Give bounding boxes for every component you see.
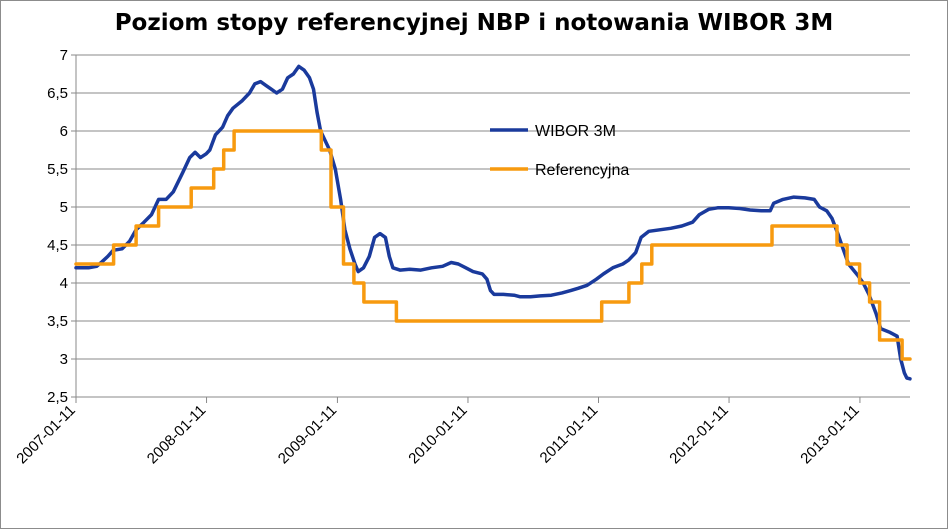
x-tick-label: 2011-01-11 [537,402,602,467]
x-tick-label: 2008-01-11 [144,402,209,467]
y-tick-label: 7 [60,47,68,64]
x-tick-label: 2012-01-11 [666,402,731,467]
legend-label: WIBOR 3M [535,123,616,140]
y-tick-label: 5,5 [47,161,68,178]
y-tick-label: 3,5 [47,313,68,330]
legend-label: Referencyjna [535,162,629,179]
series-line-wibor-3m [74,64,912,381]
y-tick-label: 3 [60,351,68,368]
y-tick-label: 2,5 [47,389,68,406]
chart-title: Poziom stopy referencyjnej NBP i notowan… [114,10,834,36]
x-tick-label: 2013-01-11 [797,402,862,467]
x-tick-label: 2010-01-11 [405,402,470,467]
x-tick-label: 2007-01-11 [13,402,78,467]
y-tick-label: 4 [60,275,68,292]
series-line-referencyjna [74,129,912,361]
y-tick-label: 4,5 [47,237,68,254]
x-tick-label: 2009-01-11 [275,402,340,467]
y-tick-label: 6,5 [47,85,68,102]
y-tick-label: 6 [60,123,68,140]
y-tick-label: 5 [60,199,68,216]
